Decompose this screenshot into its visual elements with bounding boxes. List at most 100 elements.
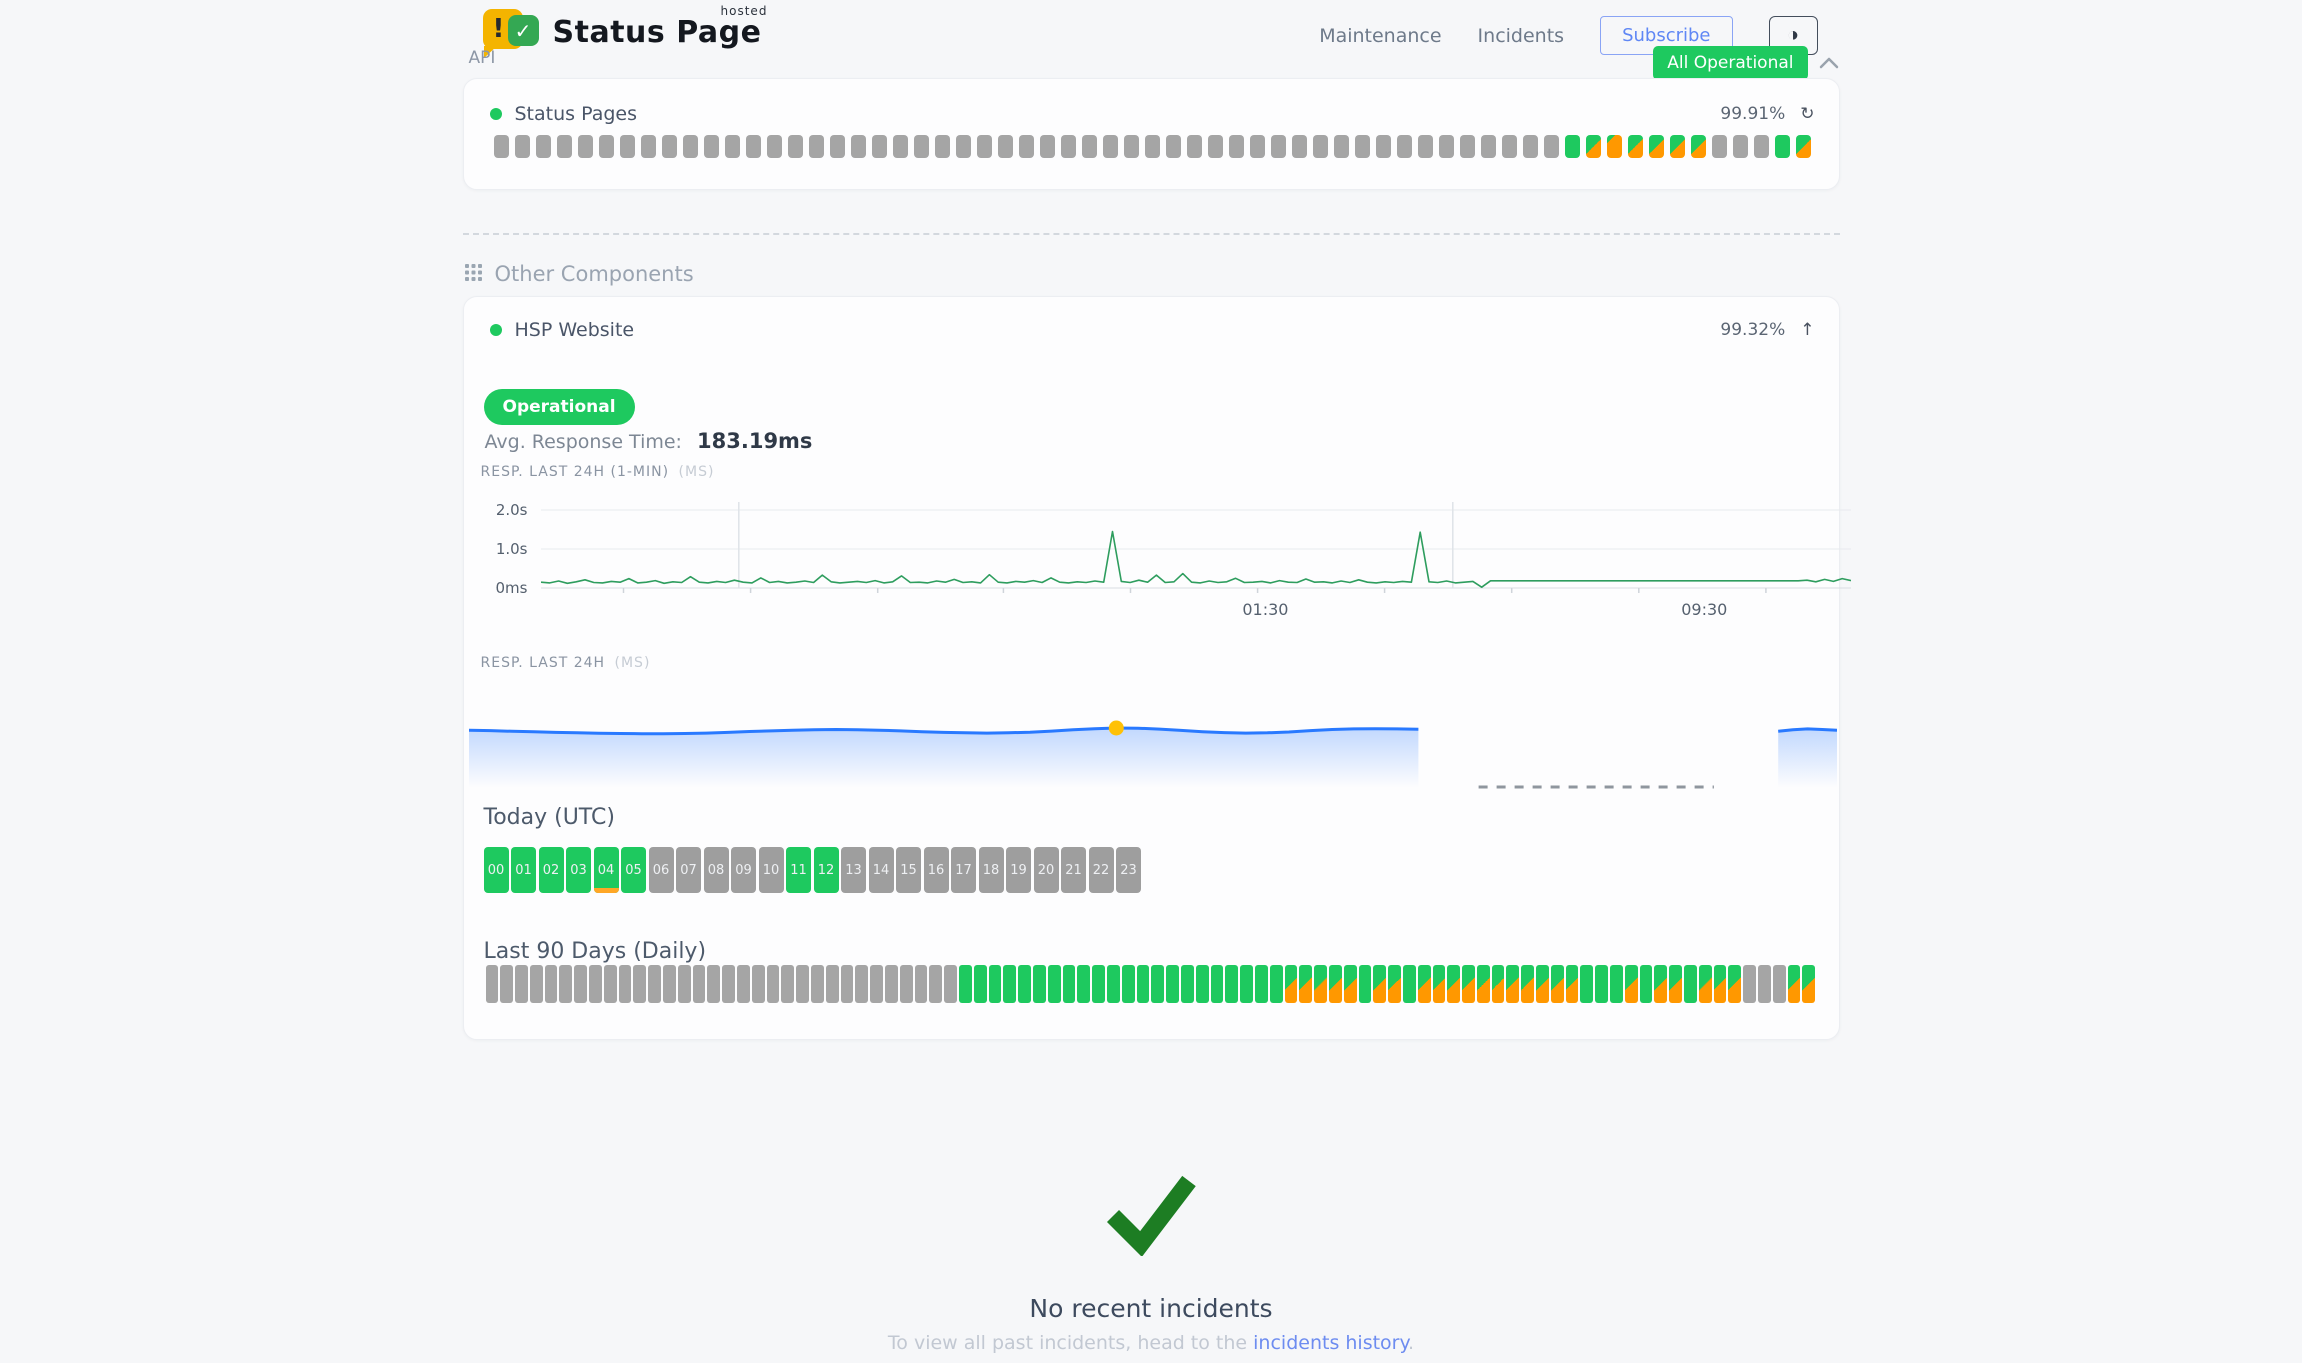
uptime-bar[interactable] [1102,135,1118,158]
uptime-bar[interactable] [1787,965,1801,1003]
chevron-up-icon[interactable] [1818,56,1840,70]
uptime-bar[interactable] [766,135,782,158]
uptime-bar[interactable] [1585,135,1601,158]
all-operational-badge[interactable]: All Operational [1653,46,1808,80]
uptime-bar[interactable] [529,965,543,1003]
uptime-bar[interactable] [485,965,499,1003]
hour-cell[interactable]: 00 [483,847,509,893]
uptime-bar[interactable] [1743,965,1757,1003]
uptime-bar[interactable] [1018,135,1034,158]
uptime-bar[interactable] [1772,965,1786,1003]
hour-cell[interactable]: 05 [621,847,646,893]
uptime-bar[interactable] [976,135,992,158]
uptime-bar[interactable] [1354,135,1370,158]
uptime-bar[interactable] [988,965,1002,1003]
uptime-bar[interactable] [544,965,558,1003]
uptime-bar[interactable] [973,965,987,1003]
uptime-bar[interactable] [1654,965,1668,1003]
uptime-bar[interactable] [589,965,602,1003]
uptime-bar[interactable] [1039,135,1055,158]
uptime-bar[interactable] [808,135,824,158]
uptime-bar[interactable] [825,965,839,1003]
uptime-bar[interactable] [1373,965,1387,1003]
uptime-bar[interactable] [1284,965,1298,1003]
uptime-bar[interactable] [677,965,691,1003]
uptime-bar[interactable] [640,135,656,158]
uptime-bar[interactable] [1684,965,1697,1003]
uptime-bar[interactable] [598,135,614,158]
uptime-bar[interactable] [934,135,950,158]
last90-bar-strip[interactable] [485,965,1816,1003]
uptime-bar[interactable] [1774,135,1790,158]
uptime-bar[interactable] [959,965,972,1003]
uptime-bar[interactable] [1438,135,1454,158]
uptime-bar[interactable] [1447,965,1461,1003]
uptime-bar[interactable] [500,965,514,1003]
uptime-bar[interactable] [1669,135,1685,158]
uptime-bar[interactable] [1047,965,1061,1003]
uptime-bar[interactable] [1328,965,1342,1003]
uptime-bar[interactable] [1476,965,1490,1003]
uptime-bar[interactable] [870,965,884,1003]
uptime-bar[interactable] [1627,135,1643,158]
uptime-bar[interactable] [1402,965,1416,1003]
uptime-bar[interactable] [1565,965,1579,1003]
uptime-bar[interactable] [1333,135,1349,158]
hour-cell[interactable]: 13 [841,847,866,893]
hour-cell[interactable]: 14 [868,847,894,893]
uptime-bar[interactable] [1291,135,1307,158]
uptime-bar[interactable] [1062,965,1076,1003]
hour-cell[interactable]: 10 [758,847,784,893]
hour-cell[interactable]: 06 [648,847,674,893]
uptime-bar[interactable] [1032,965,1046,1003]
uptime-bar[interactable] [1580,965,1594,1003]
uptime-bar[interactable] [1595,965,1609,1003]
uptime-bar[interactable] [1228,135,1244,158]
uptime-bar[interactable] [1536,965,1549,1003]
uptime-bar[interactable] [1521,965,1535,1003]
hour-cell[interactable]: 16 [923,847,949,893]
uptime-bar[interactable] [1711,135,1727,158]
uptime-bar[interactable] [692,965,706,1003]
uptime-bar[interactable] [1802,965,1816,1003]
uptime-bar[interactable] [1501,135,1517,158]
uptime-bar[interactable] [1312,135,1328,158]
refresh-icon[interactable]: ↻ [1800,104,1815,124]
uptime-bar[interactable] [914,965,928,1003]
hour-cell[interactable]: 08 [703,847,729,893]
uptime-bar[interactable] [1225,965,1239,1003]
uptime-bar[interactable] [766,965,780,1003]
uptime-bar[interactable] [661,135,677,158]
uptime-bar[interactable] [1462,965,1475,1003]
uptime-bar[interactable] [892,135,908,158]
uptime-bar[interactable] [514,135,530,158]
uptime-bar[interactable] [1210,965,1224,1003]
uptime-bar[interactable] [1249,135,1265,158]
uptime-bar[interactable] [1396,135,1412,158]
uptime-bar[interactable] [871,135,887,158]
uptime-bar[interactable] [944,965,957,1003]
uptime-bar[interactable] [781,965,795,1003]
uptime-bar[interactable] [619,135,635,158]
uptime-bar[interactable] [1092,965,1105,1003]
uptime-bar[interactable] [751,965,765,1003]
hour-cell[interactable]: 09 [731,847,756,893]
uptime-bar[interactable] [737,965,750,1003]
uptime-bar[interactable] [913,135,929,158]
uptime-bar[interactable] [1795,135,1811,158]
uptime-bar[interactable] [1186,135,1202,158]
hour-cell[interactable]: 12 [813,847,839,893]
uptime-bar[interactable] [885,965,898,1003]
uptime-bar[interactable] [1432,965,1446,1003]
uptime-bar[interactable] [633,965,647,1003]
uptime-bar[interactable] [1728,965,1742,1003]
uptime-bar[interactable] [1550,965,1564,1003]
uptime-bar[interactable] [703,135,719,158]
nav-incidents[interactable]: Incidents [1477,24,1565,47]
uptime-bar[interactable] [1195,965,1209,1003]
hour-cell[interactable]: 07 [676,847,701,893]
uptime-bar[interactable] [955,135,971,158]
hour-cell[interactable]: 15 [896,847,921,893]
uptime-bar[interactable] [535,135,551,158]
today-hour-strip[interactable]: 00 01 02 03 04 05 06 07 08 09 10 11 12 13 14 15 16 17 18 19… [483,847,1141,893]
